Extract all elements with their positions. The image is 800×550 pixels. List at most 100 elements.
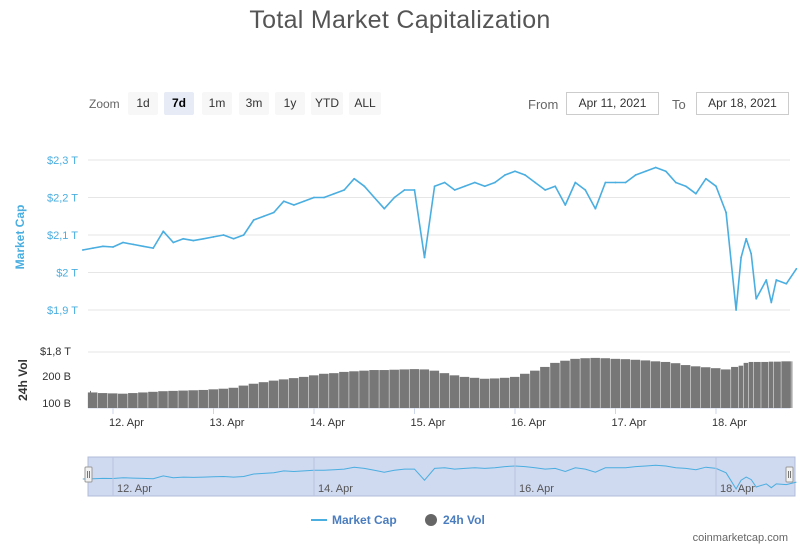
market-cap-point [262, 215, 265, 218]
zoom-ytd-button[interactable]: YTD [311, 92, 343, 115]
volume-bar [258, 382, 269, 408]
volume-bar [278, 379, 289, 408]
volume-bar [138, 392, 148, 408]
legend-item-24h-vol[interactable]: 24h Vol [425, 513, 485, 527]
volume-bar [178, 390, 188, 408]
volume-bar [298, 376, 309, 408]
volume-bar [560, 360, 570, 408]
legend-label: 24h Vol [443, 513, 485, 527]
market-cap-point [393, 196, 396, 199]
y2-axis-label: 24h Vol [16, 359, 30, 401]
navigator-window [87, 456, 796, 497]
volume-bar [329, 373, 339, 408]
market-cap-point [684, 185, 687, 188]
market-cap-line [82, 166, 798, 311]
zoom-1y-button[interactable]: 1y [275, 92, 305, 115]
market-cap-point [293, 204, 295, 206]
market-cap-point [740, 256, 743, 259]
volume-bar [540, 366, 550, 408]
volume-bar [640, 360, 651, 408]
volume-bar [208, 389, 219, 408]
zoom-3m-button[interactable]: 3m [239, 92, 269, 115]
market-cap-point [554, 185, 557, 188]
market-cap-point [574, 181, 577, 184]
volume-bar [530, 370, 540, 408]
market-cap-point [423, 256, 426, 259]
market-cap-point [222, 234, 225, 236]
volume-bar [389, 369, 399, 408]
y2-tick-label: 200 B [42, 371, 71, 383]
market-cap-point [654, 166, 657, 169]
navigator-right-handle[interactable] [785, 466, 794, 483]
volume-bar [429, 370, 440, 408]
market-cap-point [252, 219, 255, 221]
market-cap-point [504, 174, 506, 176]
market-cap-point [242, 234, 245, 236]
market-cap-point [212, 235, 215, 238]
volume-bar [590, 357, 600, 408]
volume-bar [218, 388, 229, 408]
volume-bar [680, 365, 691, 408]
legend-item-market-cap[interactable]: Market Cap [311, 513, 397, 527]
market-cap-point [172, 241, 175, 244]
volume-bar [731, 366, 739, 408]
market-cap-point [313, 196, 315, 199]
y2-tick-label: 100 B [42, 398, 71, 410]
market-cap-point [102, 245, 104, 248]
navigator-left-handle[interactable] [84, 466, 93, 483]
x-tick-label: 18. Apr [712, 417, 747, 429]
volume-bar [288, 378, 299, 408]
market-cap-point [750, 252, 753, 255]
volume-bar [198, 389, 208, 408]
y-tick-label: $2,1 T [47, 230, 78, 242]
volume-bar [479, 378, 490, 408]
market-cap-point [303, 200, 305, 203]
market-cap-point [524, 174, 526, 176]
zoom-1d-button[interactable]: 1d [128, 92, 158, 115]
market-cap-point [202, 237, 205, 240]
volume-bar [721, 369, 731, 408]
volume-bar [710, 368, 721, 408]
volume-bar [369, 370, 379, 408]
volume-bar [449, 375, 460, 408]
volume-bar [791, 361, 793, 408]
zoom-label: Zoom [89, 97, 120, 111]
market-cap-point [695, 192, 697, 195]
market-cap-point [604, 181, 607, 184]
volume-bar [670, 363, 681, 408]
zoom-all-button[interactable]: ALL [349, 92, 381, 115]
market-cap-point [323, 196, 325, 199]
market-cap-point [664, 170, 667, 173]
market-cap-point [544, 189, 547, 191]
market-cap-point [81, 249, 84, 251]
volume-bar [753, 361, 761, 408]
zoom-7d-button[interactable]: 7d [164, 92, 194, 115]
range-to-input[interactable]: Apr 18, 2021 [696, 92, 789, 115]
market-cap-point [413, 189, 416, 191]
market-cap-point [765, 279, 768, 281]
market-cap-point [363, 185, 366, 188]
market-cap-point [463, 185, 466, 188]
legend-dot-icon [425, 514, 437, 526]
volume-bar [107, 393, 118, 408]
volume-bar [268, 380, 279, 408]
y-tick-label: $2 T [56, 268, 78, 280]
zoom-1m-button[interactable]: 1m [202, 92, 232, 115]
market-cap-point [433, 185, 436, 188]
market-cap-point [624, 181, 627, 184]
volume-bar [738, 365, 744, 408]
volume-bar [339, 371, 349, 408]
market-cap-point [182, 237, 185, 240]
navigator-series-line [82, 464, 797, 490]
market-cap-point [715, 185, 717, 188]
volume-bar [399, 369, 409, 408]
market-cap-point [483, 185, 486, 188]
market-cap-point [494, 181, 496, 184]
volume-bar [158, 391, 168, 408]
volume-bar [743, 362, 749, 408]
market-cap-point [192, 239, 195, 242]
market-cap-point [594, 207, 597, 210]
market-cap-point [775, 279, 778, 281]
range-from-input[interactable]: Apr 11, 2021 [566, 92, 659, 115]
volume-bar [308, 375, 319, 408]
